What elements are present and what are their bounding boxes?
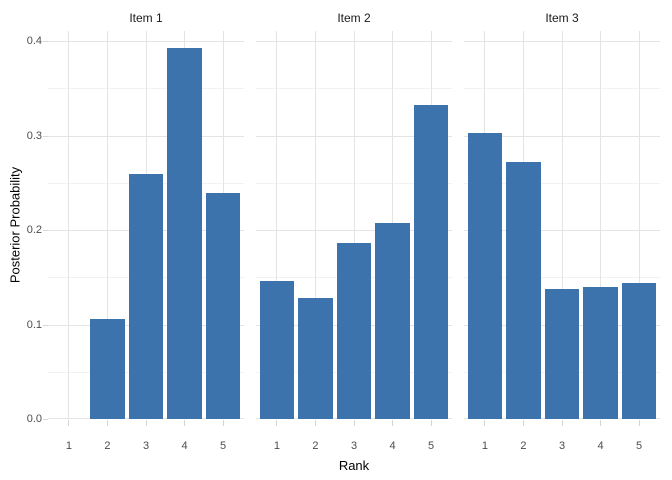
x-tick-mark <box>276 420 278 426</box>
gridline-major-x <box>276 31 278 419</box>
y-tick-mark <box>43 324 48 326</box>
x-tick-mark <box>68 420 70 426</box>
facet-panel: 1 2 3 4 5 <box>256 31 452 452</box>
x-tick-mark <box>392 420 393 426</box>
x-tick-label: 2 <box>312 440 319 452</box>
bar <box>90 318 125 419</box>
facet-panel: 1 2 3 4 5 <box>464 31 660 452</box>
x-axis-title: Rank <box>338 458 370 473</box>
x-tick-label: 4 <box>389 440 396 452</box>
bar <box>336 243 372 419</box>
bar <box>621 282 657 419</box>
facet-title: Item 2 <box>337 11 371 25</box>
gridline-major-x <box>600 31 601 419</box>
gridline-major-x <box>68 31 70 419</box>
facet-panel: 1 2 3 4 5 <box>48 31 244 452</box>
x-tick-label: 5 <box>219 440 227 452</box>
x-tick-label: 1 <box>481 440 489 452</box>
bar <box>544 288 580 419</box>
x-tick-mark <box>484 420 486 426</box>
x-tick-label: 3 <box>558 440 566 452</box>
bar <box>467 132 503 419</box>
x-tick-mark <box>430 420 432 426</box>
y-tick-label: 0.4 <box>26 35 42 47</box>
x-tick-label: 5 <box>427 440 435 452</box>
gridline-major-x <box>638 31 640 419</box>
x-tick-label: 3 <box>142 440 150 452</box>
bar <box>167 47 202 419</box>
gridline-major-x <box>353 31 355 419</box>
facet-title: Item 1 <box>129 11 163 25</box>
gridline-major-x <box>314 31 316 419</box>
x-tick-mark <box>314 420 316 426</box>
bar <box>298 298 333 419</box>
y-tick-mark <box>43 135 48 137</box>
y-tick-mark <box>43 419 48 420</box>
y-tick-label: 0.0 <box>26 413 42 425</box>
x-tick-label: 3 <box>350 440 358 452</box>
x-tick-mark <box>600 420 601 426</box>
x-tick-label: 1 <box>273 440 281 452</box>
bar <box>583 286 618 419</box>
x-tick-mark <box>561 420 563 426</box>
x-tick-label: 2 <box>520 440 527 452</box>
bar <box>375 223 410 419</box>
bar <box>413 105 449 419</box>
x-tick-mark <box>222 420 224 426</box>
x-tick-mark <box>184 420 185 426</box>
y-tick-label: 0.1 <box>26 318 42 331</box>
bar <box>128 174 164 419</box>
y-tick-label: 0.2 <box>26 224 42 236</box>
x-tick-mark <box>106 420 108 426</box>
bar <box>506 161 541 419</box>
x-tick-label: 5 <box>635 440 643 452</box>
x-tick-label: 4 <box>597 440 604 452</box>
x-tick-mark <box>353 420 355 426</box>
y-tick-mark <box>43 41 48 42</box>
facet-title: Item 3 <box>545 11 579 25</box>
y-tick-mark <box>43 230 48 231</box>
x-tick-mark <box>638 420 640 426</box>
x-tick-label: 2 <box>104 440 111 452</box>
x-tick-mark <box>522 420 524 426</box>
gridline-major-x <box>561 31 563 419</box>
x-tick-mark <box>145 420 147 426</box>
bar <box>205 193 241 419</box>
bar <box>259 281 295 419</box>
y-tick-label: 0.3 <box>26 129 42 142</box>
gridline-major-x <box>106 31 108 419</box>
x-tick-label: 4 <box>181 440 188 452</box>
x-tick-label: 1 <box>65 440 73 452</box>
